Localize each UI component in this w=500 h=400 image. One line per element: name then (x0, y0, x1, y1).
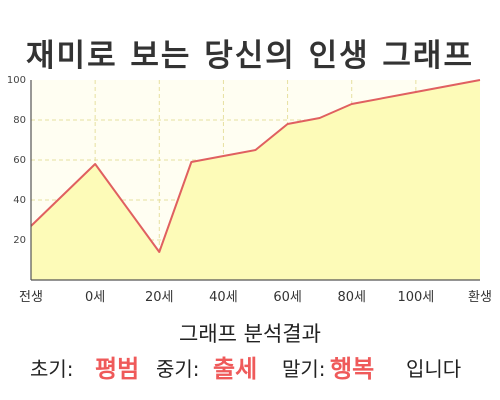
x-tick-label: 40세 (209, 290, 238, 305)
early-value: 평범 (95, 355, 140, 383)
mid-value: 출세 (213, 355, 258, 383)
analysis-heading: 그래프 분석결과 (179, 322, 321, 346)
y-tick-label: 40 (13, 195, 26, 206)
x-tick-label: 전생 (19, 290, 43, 305)
chart-title: 재미로 보는 당신의 인생 그래프 (26, 38, 474, 74)
y-tick-label: 80 (13, 115, 26, 126)
late-value: 행복 (330, 355, 375, 383)
x-tick-label: 60세 (273, 290, 302, 305)
life-graph-chart: 20 40 60 80 100 전생 0세 20세 40세 60세 80세 100세 환생 (7, 75, 492, 305)
ending-text: 입니다 (406, 357, 462, 381)
analysis-result-row: 초기: 평범 중기: 출세 말기: 행복 입니다 (0, 349, 500, 383)
x-tick-label: 0세 (85, 290, 105, 305)
early-label: 초기: (30, 357, 74, 381)
x-tick-label: 환생 (468, 290, 492, 305)
late-label: 말기: (282, 357, 326, 381)
y-tick-label: 60 (13, 155, 26, 166)
x-tick-label: 100세 (397, 290, 434, 305)
y-tick-label: 100 (7, 75, 26, 86)
y-tick-label: 20 (13, 235, 26, 246)
x-tick-label: 80세 (337, 290, 366, 305)
life-line (30, 79, 481, 253)
x-tick-label: 20세 (145, 290, 174, 305)
mid-label: 중기: (156, 357, 200, 381)
